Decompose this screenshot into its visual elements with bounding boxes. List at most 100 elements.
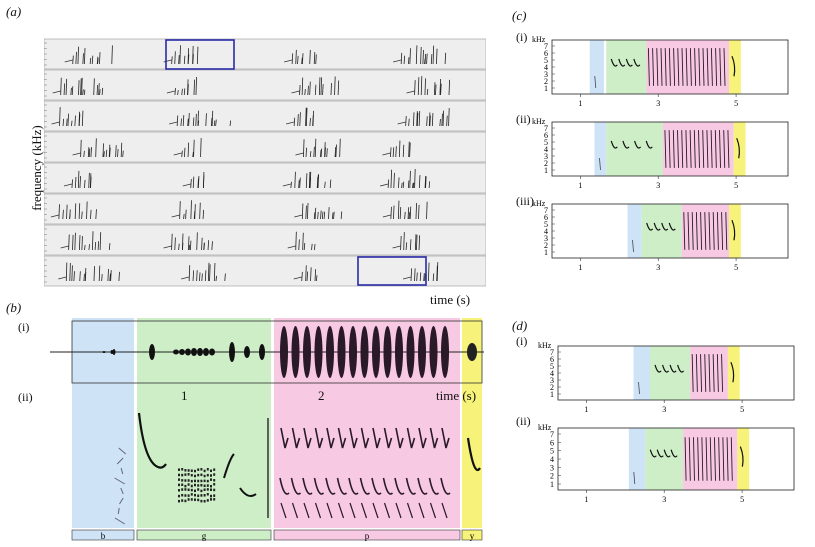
unit-label: kHz [538, 341, 552, 350]
song-snippet [163, 45, 199, 65]
segment-p-label: p [365, 531, 370, 541]
x-tick-label: 5 [734, 263, 738, 272]
song-snippet [380, 169, 431, 189]
song-marks [638, 354, 735, 395]
song-snippet [282, 171, 332, 189]
panel-d-sub-ii-label: (ii) [516, 414, 531, 428]
segment-y-label: y [470, 531, 475, 541]
y-tick-label: 4 [544, 145, 548, 154]
panel-c-sub-iii-label: (iii) [516, 194, 534, 208]
panel-b-sub-i-label: (i) [18, 320, 30, 334]
song-snippet [382, 140, 411, 158]
panel-b-tick-1: 1 [181, 388, 188, 403]
y-tick-label: 7 [544, 124, 548, 133]
panel-b-tick-2: 2 [318, 388, 325, 403]
song-snippet [166, 76, 197, 96]
song-snippet [173, 138, 202, 158]
y-tick-label: 2 [550, 472, 554, 481]
panel-a-spectrogram-grid [44, 38, 486, 287]
panel-b-label: (b) [6, 300, 22, 315]
y-tick-label: 5 [544, 56, 548, 65]
song-snippet [52, 77, 104, 96]
song-marks [632, 212, 736, 253]
x-tick-label: 1 [584, 405, 588, 414]
segment-band [606, 40, 647, 94]
song-snippet [163, 232, 213, 251]
panel-c-sub-i-label: (i) [516, 30, 528, 44]
x-tick-label: 5 [740, 405, 744, 414]
song-snippet [50, 201, 97, 220]
y-tick-label: 6 [544, 49, 548, 58]
song-snippet [287, 231, 316, 251]
song-marks [594, 48, 736, 89]
song-snippet [286, 107, 315, 127]
segment-band [633, 346, 651, 400]
song-snippet [295, 138, 341, 158]
song-snippet [60, 231, 111, 251]
y-tick-label: 5 [550, 447, 554, 456]
x-tick-label: 3 [656, 99, 660, 108]
panel-a-row [44, 224, 486, 256]
panel-d-label: (d) [512, 318, 528, 333]
song-snippet [169, 110, 232, 127]
y-tick-label: 3 [544, 70, 548, 79]
y-tick-label: 4 [544, 63, 548, 72]
segment-b-bg [72, 318, 134, 528]
song-snippet [382, 200, 428, 220]
x-tick-label: 3 [662, 405, 666, 414]
x-tick-label: 3 [662, 495, 666, 504]
panel-a-ylabel: frequency (kHz) [29, 125, 44, 211]
song-snippet [58, 262, 120, 282]
y-tick-label: 5 [544, 138, 548, 147]
y-tick-label: 6 [544, 131, 548, 140]
x-tick-label: 5 [740, 495, 744, 504]
panel-b-xlabel: time (s) [436, 388, 477, 403]
song-marks [633, 437, 744, 485]
segment-band [646, 40, 729, 94]
song-snippet [393, 45, 447, 65]
y-tick-label: 1 [550, 480, 554, 489]
y-tick-label: 7 [544, 206, 548, 215]
song-snippet [171, 200, 205, 220]
song-snippet [406, 76, 450, 96]
song-snippet [51, 107, 84, 127]
panel-b-spectrogram [114, 412, 481, 525]
song-snippet [293, 265, 318, 282]
song-snippet [294, 202, 343, 220]
unit-label: kHz [532, 117, 546, 126]
panel-a-row [44, 38, 486, 70]
segment-band [589, 40, 604, 94]
y-tick-label: 1 [544, 248, 548, 257]
song-snippet [392, 232, 421, 251]
y-tick-label: 4 [544, 227, 548, 236]
panel-d-sub-i-label: (i) [516, 334, 528, 348]
y-tick-label: 4 [550, 455, 554, 464]
y-tick-label: 4 [550, 369, 554, 378]
segment-b-label-box [71, 529, 135, 541]
segment-band [594, 122, 607, 176]
panel-a-label: (a) [6, 4, 22, 19]
x-tick-label: 1 [578, 181, 582, 190]
panel-a-row [44, 255, 486, 287]
x-tick-label: 1 [578, 263, 582, 272]
unit-label: kHz [532, 35, 546, 44]
panel-a-row [44, 69, 486, 101]
panel-b-figure: b g p y [50, 318, 484, 541]
y-tick-label: 2 [544, 241, 548, 250]
y-tick-label: 6 [544, 213, 548, 222]
segment-b-label: b [101, 531, 106, 541]
segment-band [645, 428, 684, 490]
y-tick-label: 3 [550, 463, 554, 472]
segment-band [628, 428, 646, 490]
segment-y-label-box [461, 529, 483, 541]
segment-band [627, 204, 642, 258]
y-tick-label: 3 [544, 152, 548, 161]
segment-band [683, 428, 738, 490]
song-snippet [181, 262, 226, 282]
segment-g-label-box [136, 529, 272, 541]
y-tick-label: 2 [550, 383, 554, 392]
song-snippet [397, 108, 450, 127]
song-snippet [63, 170, 92, 189]
